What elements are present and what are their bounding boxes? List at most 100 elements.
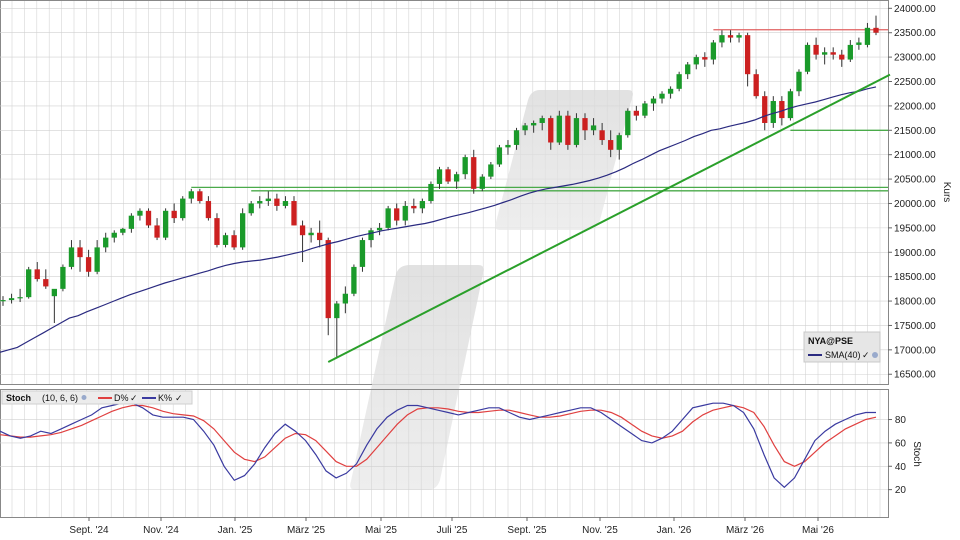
candle-up <box>239 213 246 248</box>
candle-up <box>257 201 263 204</box>
legend-symbol: NYA@PSE <box>808 336 853 346</box>
stoch-k-label: K% <box>158 393 172 403</box>
candle-down <box>411 205 417 209</box>
candle-up <box>265 198 271 202</box>
candle-down <box>727 35 734 38</box>
candle-up <box>530 122 537 126</box>
candle-down <box>274 198 280 206</box>
candle-up <box>334 303 340 319</box>
stoch-k-line <box>0 402 876 489</box>
price-axis-label: Kurs <box>941 182 952 203</box>
candle-down <box>171 210 177 219</box>
stoch-legend-params: (10, 6, 6) <box>42 393 78 403</box>
candle-down <box>77 247 83 258</box>
stoch-d-check-icon[interactable]: ✓ <box>130 393 138 403</box>
stoch-tick-label: 40 <box>895 462 907 473</box>
candle-up <box>436 169 443 184</box>
sma-line <box>0 86 877 353</box>
candle-up <box>556 115 562 143</box>
candle-up <box>573 118 580 145</box>
candle-up <box>282 201 289 206</box>
candle-up <box>26 269 32 298</box>
candle-up <box>659 93 665 99</box>
candle-down <box>744 35 751 75</box>
price-overlay-lines <box>191 29 888 192</box>
legend-settings-icon[interactable] <box>872 352 878 358</box>
candle-up <box>719 35 725 43</box>
stoch-k-check-icon[interactable]: ✓ <box>175 393 183 403</box>
candle-up <box>804 44 811 72</box>
price-tick-label: 20500.00 <box>894 175 936 186</box>
sma-line-group <box>0 86 877 353</box>
candle-up <box>428 183 434 202</box>
stoch-settings-icon[interactable] <box>81 395 87 400</box>
candle-up <box>103 237 109 248</box>
price-tick-label: 19000.00 <box>894 248 936 259</box>
stoch-legend-title: Stoch <box>6 393 31 403</box>
candle-up <box>17 297 23 299</box>
price-tick-label: 18500.00 <box>894 272 936 283</box>
candle-up <box>590 125 597 131</box>
x-tick-label: Juli '25 <box>437 525 468 536</box>
candle-down <box>813 44 819 55</box>
legend-check-icon[interactable]: ✓ <box>862 350 870 360</box>
candle-up <box>864 27 871 45</box>
candle-up <box>821 52 828 55</box>
candle-down <box>214 218 220 245</box>
x-axis-ticks: Sept. '24 Nov. '24 Jan. '25 März '25 Mai '25… <box>69 517 834 536</box>
price-tick-label: 17000.00 <box>894 345 936 356</box>
candle-down <box>43 279 49 287</box>
candle-up <box>642 103 648 116</box>
price-tick-label: 23000.00 <box>894 53 936 64</box>
candle-up <box>368 230 374 241</box>
watermark-logo <box>350 90 633 490</box>
price-tick-label: 22000.00 <box>894 101 936 112</box>
candle-down <box>231 235 237 248</box>
candle-up <box>522 125 528 131</box>
candle-up <box>342 293 349 304</box>
price-tick-label: 23500.00 <box>894 28 936 39</box>
candle-up <box>650 98 657 104</box>
candle-up <box>60 266 66 289</box>
candle-up <box>770 101 776 123</box>
candle-up <box>128 215 135 229</box>
price-tick-label: 20000.00 <box>894 199 936 210</box>
candle-down <box>197 191 203 202</box>
candle-down <box>471 157 477 189</box>
candle-up <box>488 164 494 177</box>
candle-down <box>445 169 451 182</box>
stoch-tick-label: 20 <box>895 485 907 496</box>
x-tick-label: Nov. '25 <box>582 525 618 536</box>
candle-down <box>145 210 152 226</box>
candle-down <box>548 118 554 143</box>
candle-down <box>317 232 323 241</box>
candle-up <box>847 44 853 60</box>
price-tick-label: 22500.00 <box>894 77 936 88</box>
candle-down <box>582 118 588 131</box>
price-tick-label: 19500.00 <box>894 223 936 234</box>
candle-down <box>34 269 40 280</box>
candle-up <box>385 208 391 228</box>
candle-up <box>94 247 100 272</box>
price-legend: NYA@PSE SMA(40) ✓ <box>803 331 881 363</box>
price-tick-label: 21500.00 <box>894 126 936 137</box>
candle-down <box>830 52 836 55</box>
candle-down <box>633 110 640 116</box>
candle-up <box>693 57 699 65</box>
stoch-d-label: D% <box>114 393 129 403</box>
x-tick-label: Jan. '26 <box>657 525 692 536</box>
stoch-d-line <box>0 404 877 467</box>
candle-up <box>453 174 460 182</box>
candle-down <box>702 57 708 60</box>
price-tick-label: 16500.00 <box>894 370 936 381</box>
candle-up <box>736 35 742 38</box>
candle-up <box>351 266 357 294</box>
candle-up <box>8 298 15 301</box>
stoch-grid <box>0 390 888 517</box>
candle-up <box>856 42 862 45</box>
candle-up <box>796 71 802 92</box>
candle-down <box>299 225 306 236</box>
x-tick-label: März '25 <box>287 525 325 536</box>
candle-down <box>565 115 571 145</box>
candle-up <box>248 203 254 214</box>
